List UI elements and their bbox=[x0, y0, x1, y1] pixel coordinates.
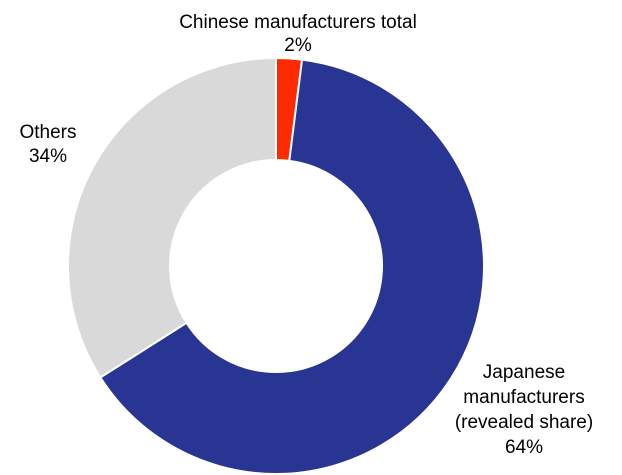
category-label-line: Others bbox=[19, 122, 76, 143]
slice-japanese-manufacturers-revealed-share bbox=[99, 58, 485, 475]
category-label-line: (revealed share) bbox=[455, 412, 593, 433]
slice-others bbox=[67, 57, 277, 379]
label-others: Others 34% bbox=[19, 122, 76, 167]
slice-labels: Chinese manufacturers total 2% Japanese man… bbox=[19, 12, 593, 458]
percent-label: 2% bbox=[284, 35, 312, 56]
percent-label: 34% bbox=[29, 146, 67, 167]
category-label-line: manufacturers bbox=[463, 387, 584, 408]
percent-label: 64% bbox=[505, 437, 543, 458]
category-label-line: Chinese manufacturers total bbox=[179, 12, 417, 33]
label-japanese-manufacturers-revealed-share: Japanese manufacturers (revealed share) 64% bbox=[455, 362, 593, 458]
donut-slices bbox=[67, 57, 485, 475]
category-label-line: Japanese bbox=[483, 362, 565, 383]
label-chinese-manufacturers-total: Chinese manufacturers total 2% bbox=[179, 12, 417, 56]
